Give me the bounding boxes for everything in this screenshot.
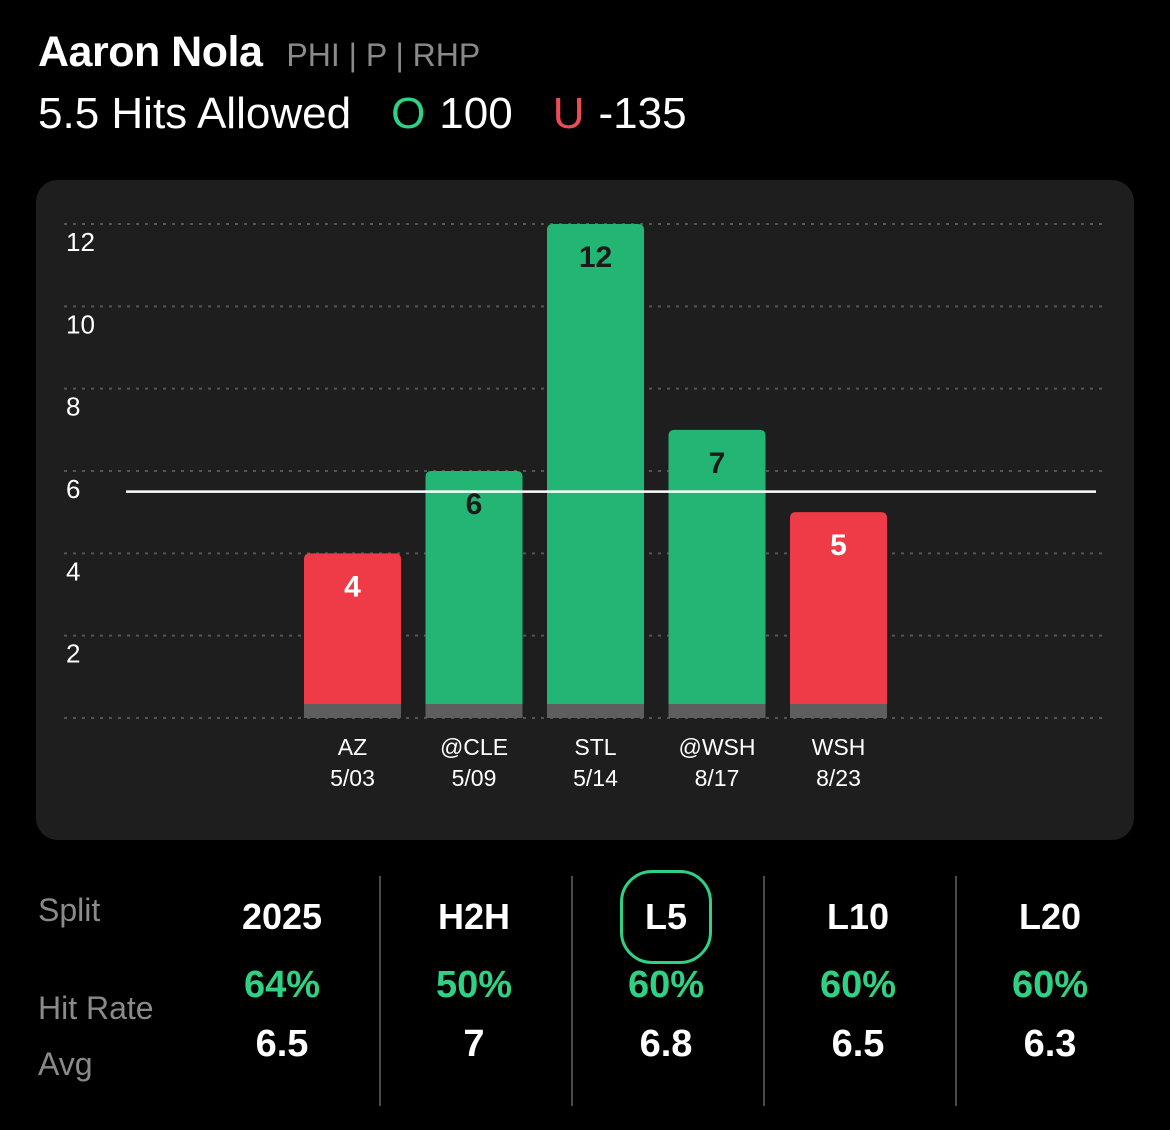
bar-chart: 2 4 6 8 10 12 4 AZ 5/03 6 @CLE 5/09 12 STL 5/14 7 @WSH 8/… bbox=[64, 223, 1102, 791]
player-name: Aaron Nola bbox=[38, 28, 263, 76]
hit-rate-row-label: Hit Rate bbox=[38, 990, 154, 1026]
tab-2025[interactable]: 2025 bbox=[241, 896, 323, 937]
bar bbox=[668, 429, 766, 718]
split-column-h2h[interactable]: H2H 50% 7 bbox=[379, 870, 569, 1066]
tab-l20[interactable]: L20 bbox=[1018, 896, 1082, 937]
hit-rate-value: 60% bbox=[819, 964, 897, 1006]
x-tick-date: 5/09 bbox=[452, 765, 497, 791]
under-symbol[interactable]: U bbox=[552, 89, 585, 138]
bar-value-label: 5 bbox=[830, 529, 847, 562]
hit-rate-value: 60% bbox=[627, 964, 705, 1006]
prop-label: 5.5 Hits Allowed bbox=[38, 89, 352, 138]
hit-rate-value: 64% bbox=[243, 964, 321, 1006]
over-odds[interactable]: 100 bbox=[439, 89, 513, 138]
avg-value: 6.5 bbox=[831, 1023, 885, 1065]
bar bbox=[425, 471, 523, 718]
hit-rate-value: 60% bbox=[1011, 964, 1089, 1006]
bar-value-label: 6 bbox=[466, 488, 483, 521]
avg-row-label: Avg bbox=[38, 1046, 93, 1082]
avg-value: 6.3 bbox=[1023, 1023, 1077, 1065]
y-tick-label: 10 bbox=[66, 309, 95, 339]
bar-value-label: 12 bbox=[579, 241, 612, 274]
prop-line: 5.5 Hits Allowed O 100 U -135 bbox=[38, 89, 687, 139]
x-tick-opponent: STL bbox=[574, 734, 616, 760]
over-symbol[interactable]: O bbox=[391, 89, 426, 138]
bar bbox=[304, 553, 401, 718]
bar-value-label: 7 bbox=[709, 447, 726, 480]
tab-l10[interactable]: L10 bbox=[826, 896, 890, 937]
hit-rate-value: 50% bbox=[435, 964, 513, 1006]
y-tick-label: 4 bbox=[66, 556, 80, 586]
tab-h2h[interactable]: H2H bbox=[437, 896, 511, 937]
bar-value-label: 4 bbox=[344, 570, 361, 603]
bar-base bbox=[668, 704, 766, 718]
column-divider bbox=[763, 876, 765, 1106]
x-tick-opponent: WSH bbox=[812, 734, 866, 760]
player-header: Aaron Nola PHI | P | RHP 5.5 Hits Allowe… bbox=[38, 28, 687, 139]
chart-card: 2 4 6 8 10 12 4 AZ 5/03 6 @CLE 5/09 12 STL 5/14 7 @WSH 8/… bbox=[36, 180, 1134, 840]
splits-table: Split Hit Rate Avg 2025 64% 6.5 H2H 50% … bbox=[0, 870, 1170, 1110]
column-divider bbox=[379, 876, 381, 1106]
under-odds[interactable]: -135 bbox=[598, 89, 687, 138]
column-divider bbox=[955, 876, 957, 1106]
bar-base bbox=[790, 704, 887, 718]
bar-base bbox=[304, 704, 401, 718]
bar-base bbox=[425, 704, 523, 718]
x-tick-opponent: AZ bbox=[338, 734, 367, 760]
player-meta: PHI | P | RHP bbox=[286, 37, 481, 73]
split-column-l5[interactable]: L5 60% 6.8 bbox=[571, 870, 761, 1066]
x-tick-date: 8/17 bbox=[695, 765, 740, 791]
tab-l5[interactable]: L5 bbox=[619, 870, 712, 964]
x-tick-date: 5/03 bbox=[330, 765, 375, 791]
bar-base bbox=[547, 704, 644, 718]
avg-value: 6.5 bbox=[255, 1023, 309, 1065]
y-tick-label: 6 bbox=[66, 474, 80, 504]
avg-value: 6.8 bbox=[639, 1023, 693, 1065]
bar bbox=[790, 512, 887, 718]
split-column-l20[interactable]: L20 60% 6.3 bbox=[955, 870, 1145, 1066]
column-divider bbox=[571, 876, 573, 1106]
y-tick-label: 12 bbox=[66, 227, 95, 257]
split-column-2025[interactable]: 2025 64% 6.5 bbox=[187, 870, 377, 1066]
x-tick-date: 8/23 bbox=[816, 765, 861, 791]
x-tick-opponent: @CLE bbox=[440, 734, 508, 760]
avg-value: 7 bbox=[463, 1023, 485, 1065]
x-tick-opponent: @WSH bbox=[678, 734, 755, 760]
y-tick-label: 8 bbox=[66, 392, 80, 422]
split-row-label: Split bbox=[38, 892, 101, 928]
y-tick-label: 2 bbox=[66, 639, 80, 669]
split-column-l10[interactable]: L10 60% 6.5 bbox=[763, 870, 953, 1066]
x-tick-date: 5/14 bbox=[573, 765, 618, 791]
bar bbox=[547, 224, 644, 718]
